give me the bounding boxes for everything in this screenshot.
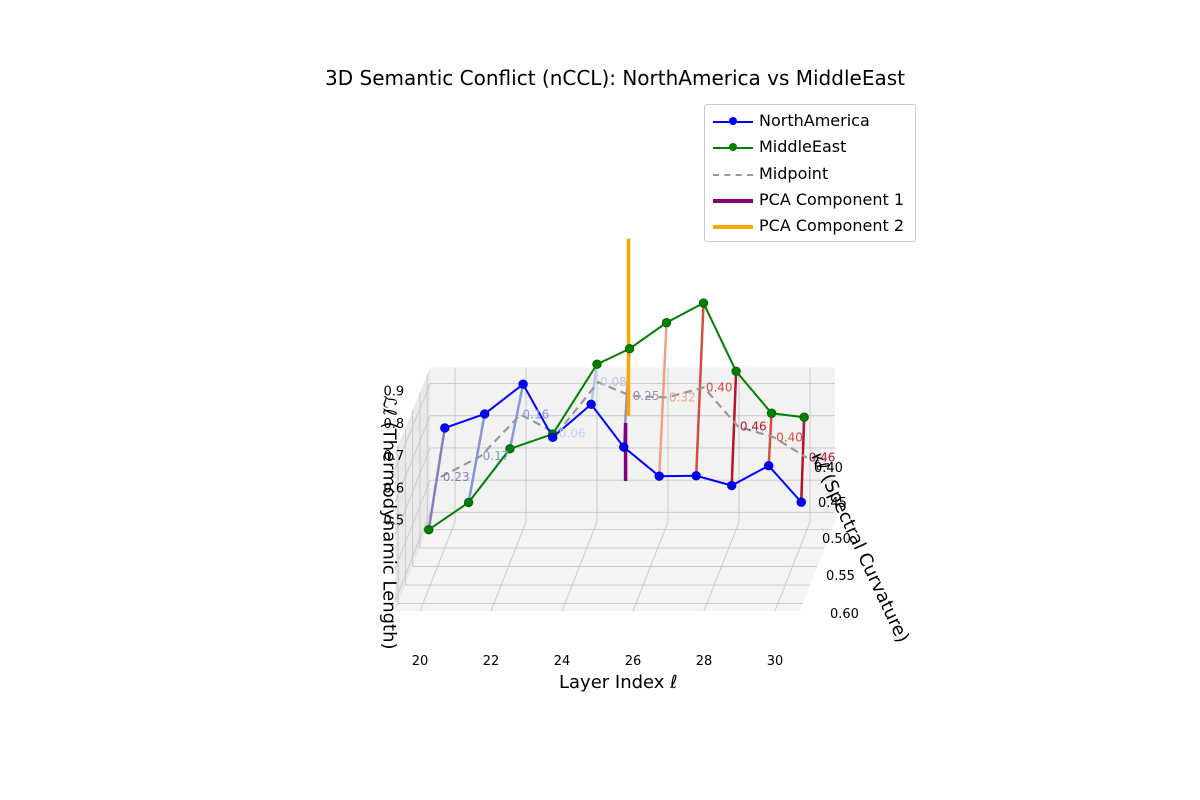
northamerica-point <box>619 442 629 452</box>
grid-line-z <box>394 447 835 536</box>
grid-line-z <box>394 479 835 569</box>
middleeast-point <box>505 444 515 454</box>
grid-line-x <box>561 367 598 612</box>
middleeast-point <box>661 317 672 328</box>
northamerica-point <box>727 480 737 491</box>
chart-title: 3D Semantic Conflict (nCCL): NorthAmeric… <box>325 66 905 90</box>
distance-label: 0.17 <box>483 449 510 463</box>
middleeast-point <box>424 525 434 535</box>
northamerica-point <box>586 399 596 409</box>
distance-connector <box>427 427 447 530</box>
distance-label: 0.32 <box>669 390 696 404</box>
distance-label: 0.25 <box>633 389 660 403</box>
legend-item-pca2: PCA Component 2 <box>705 214 915 238</box>
middleeast-point <box>799 412 809 422</box>
middleeast-point <box>592 359 602 369</box>
distance-label: 0.23 <box>443 470 470 484</box>
legend-swatch <box>713 199 753 203</box>
legend-item-middleeast: MiddleEast <box>705 135 915 159</box>
grid-line-x <box>490 367 527 612</box>
grid-line-y <box>404 427 811 586</box>
x-tick-label: 28 <box>696 654 713 669</box>
distance-label: 0.46 <box>740 419 767 433</box>
z-tick-label: 0.8 <box>384 417 405 432</box>
northamerica-point <box>479 409 490 419</box>
northamerica-point <box>440 423 450 433</box>
pca-components <box>623 238 631 482</box>
legend: NorthAmerica MiddleEast Midpoint PCA Com… <box>704 104 916 242</box>
z-tick-label: 0.7 <box>384 449 405 464</box>
z-tick-label: 0.5 <box>384 514 405 529</box>
distance-connector <box>589 364 599 405</box>
legend-marker <box>729 143 737 151</box>
middleeast-point <box>766 408 777 418</box>
legend-item-northamerica: NorthAmerica <box>705 109 915 133</box>
grid-line-x <box>632 367 669 612</box>
distance-labels: 0.23 0.17 0.16 0.06 0.08 0.25 0.32 0.40 0.46 0.40… <box>443 375 836 484</box>
distance-label: 0.46 <box>809 451 836 465</box>
legend-item-pca1: PCA Component 1 <box>705 188 915 212</box>
middleeast-point <box>463 497 474 508</box>
legend-marker <box>729 117 737 125</box>
z-tick-label: 0.9 <box>384 385 405 400</box>
distance-label: 0.08 <box>600 375 627 389</box>
y-tick-label: 0.50 <box>822 532 851 547</box>
northamerica-point <box>518 379 528 389</box>
tick-labels: 20 22 24 26 28 30 0.5 0.6 0.7 0.8 0.9 0.40 0.45 0.50 0… <box>384 385 859 669</box>
x-tick-label: 22 <box>483 654 500 669</box>
midpoint-polyline <box>440 380 808 478</box>
legend-swatch <box>713 225 753 229</box>
distance-label: 0.16 <box>523 408 550 422</box>
northamerica-point <box>548 432 558 443</box>
distance-label: 0.40 <box>706 380 733 394</box>
z-tick-label: 0.6 <box>384 481 405 496</box>
y-tick-label: 0.40 <box>814 461 843 476</box>
middleeast-point <box>698 298 709 308</box>
grid-line-y <box>419 392 825 549</box>
legend-label: Midpoint <box>759 164 829 183</box>
grid-line-x <box>703 367 740 612</box>
legend-swatch <box>713 174 753 176</box>
grid-line-x <box>419 367 456 612</box>
distance-connector <box>658 322 668 477</box>
northamerica-point <box>763 461 774 471</box>
northamerica-point <box>691 471 701 481</box>
distance-connector <box>508 383 525 450</box>
midpoint-line <box>440 380 808 478</box>
x-axis-label: Layer Index ℓ <box>559 672 678 693</box>
grid-line-x <box>774 367 811 612</box>
legend-label: MiddleEast <box>759 137 847 156</box>
y-tick-label: 0.45 <box>818 496 847 511</box>
distance-label: 0.40 <box>776 430 803 444</box>
y-tick-label: 0.60 <box>830 607 859 622</box>
distance-connector <box>767 413 773 466</box>
middleeast-point <box>731 366 741 377</box>
y-tick-label: 0.55 <box>826 569 855 584</box>
x-tick-label: 24 <box>554 654 571 669</box>
northamerica-point <box>654 471 664 481</box>
axes-panes <box>395 367 835 611</box>
series-lines <box>424 298 809 535</box>
grid-line-y <box>397 445 803 605</box>
legend-label: PCA Component 2 <box>759 216 905 235</box>
distance-label: 0.06 <box>559 427 586 441</box>
legend-item-midpoint: Midpoint <box>705 162 915 186</box>
grid-line-y <box>412 410 818 567</box>
middleeast-point <box>624 344 635 354</box>
grid-line-z <box>394 511 835 602</box>
legend-label: PCA Component 1 <box>759 190 905 209</box>
x-tick-label: 26 <box>625 654 642 669</box>
x-tick-label: 20 <box>412 654 429 669</box>
northamerica-point <box>796 497 806 507</box>
legend-label: NorthAmerica <box>759 111 870 130</box>
distance-connector <box>730 371 738 486</box>
z-axis-label: ℒℓ (Thermodynamic Length) <box>378 395 400 650</box>
x-tick-label: 30 <box>767 654 784 669</box>
distance-connector <box>800 417 806 503</box>
